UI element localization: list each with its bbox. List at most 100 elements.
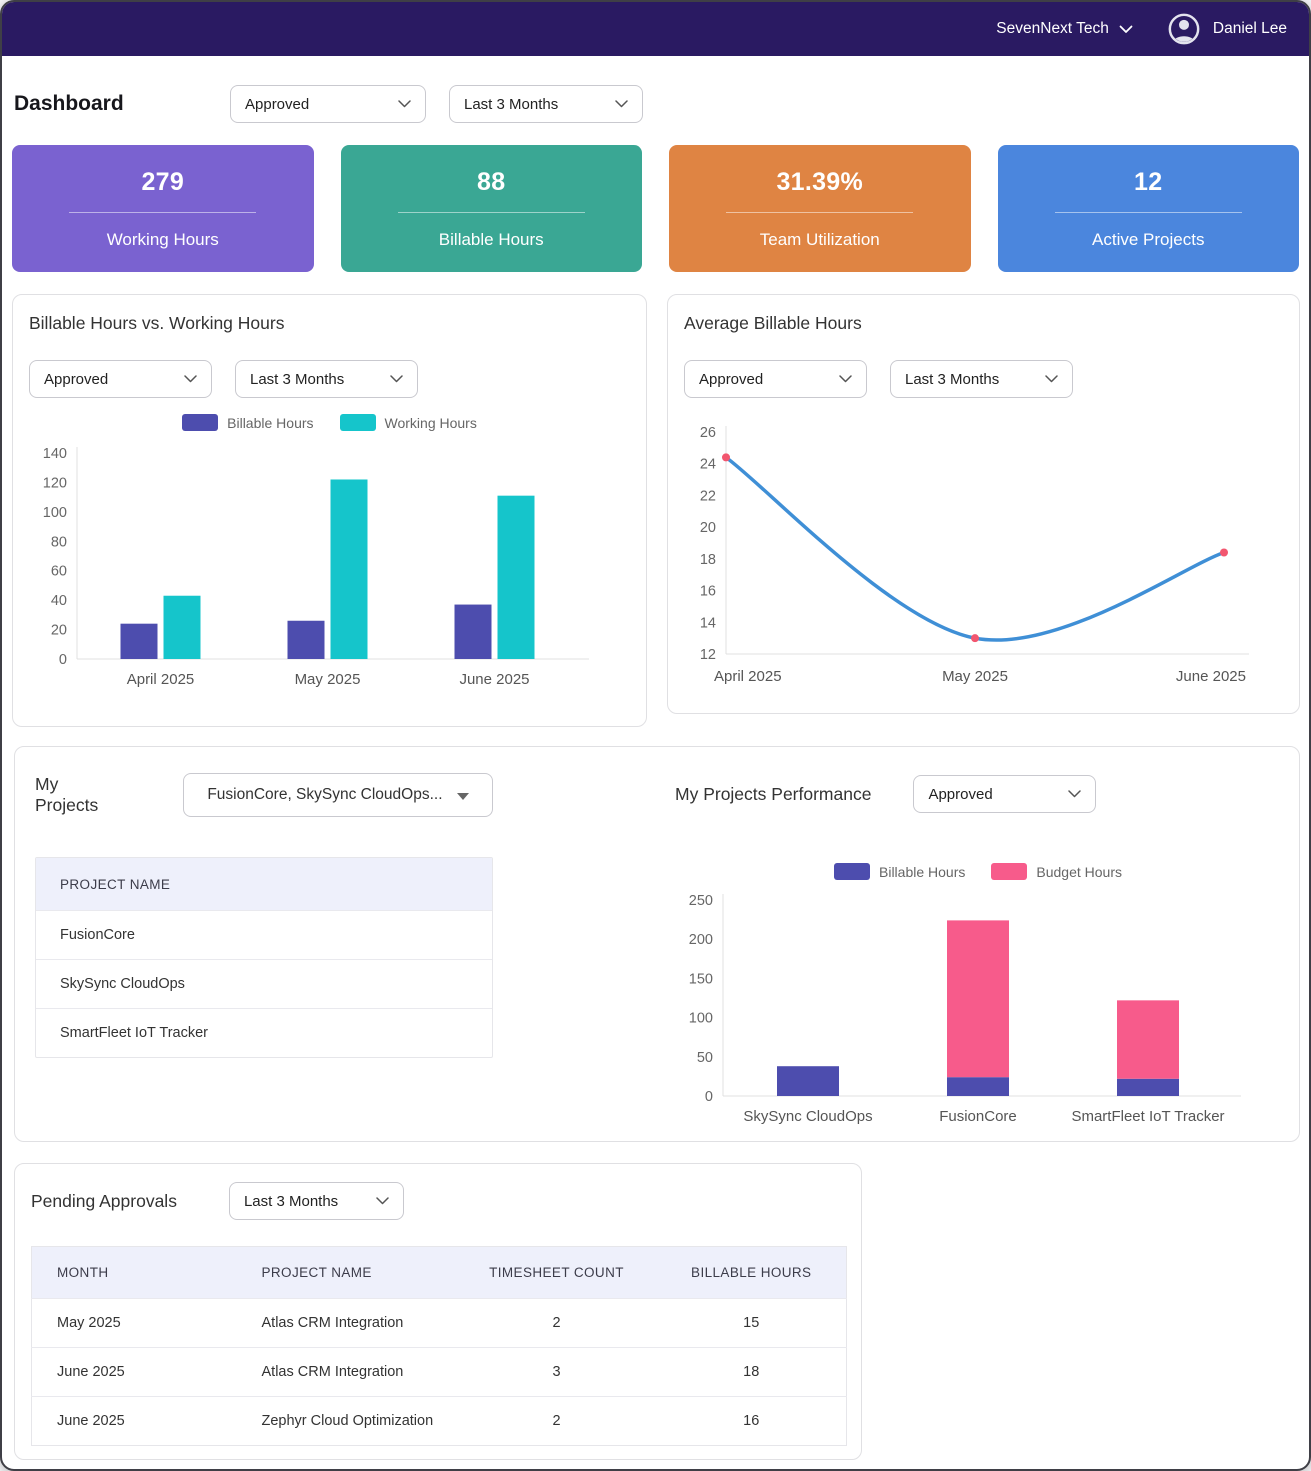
svg-text:50: 50 bbox=[697, 1050, 713, 1066]
legend-label: Billable Hours bbox=[227, 414, 314, 431]
svg-text:May 2025: May 2025 bbox=[295, 671, 361, 688]
svg-text:20: 20 bbox=[700, 520, 716, 536]
legend-item: Budget Hours bbox=[991, 863, 1122, 880]
period-filter-select[interactable]: Last 3 Months bbox=[449, 85, 643, 123]
svg-text:0: 0 bbox=[705, 1089, 713, 1105]
chevron-down-icon bbox=[1068, 790, 1082, 798]
svg-text:April 2025: April 2025 bbox=[714, 668, 782, 685]
legend-label: Billable Hours bbox=[879, 863, 966, 880]
legend-swatch bbox=[339, 414, 376, 431]
svg-text:FusionCore: FusionCore bbox=[939, 1108, 1017, 1125]
line-chart: 12 14 16 18 20 22 24 26 April 2025 May 2025 June 2… bbox=[700, 425, 1249, 685]
svg-text:SkySync CloudOps: SkySync CloudOps bbox=[743, 1108, 872, 1125]
cell-month: May 2025 bbox=[31, 1298, 237, 1348]
panel-title: My Projects Performance bbox=[675, 783, 872, 804]
billable-vs-working-panel: Billable Hours vs. Working Hours Approve… bbox=[12, 294, 647, 727]
top-navbar: SevenNext Tech Daniel Lee bbox=[2, 2, 1309, 56]
cell-project: Zephyr Cloud Optimization bbox=[236, 1396, 457, 1446]
company-menu[interactable]: SevenNext Tech bbox=[996, 20, 1133, 38]
period-filter-value: Last 3 Months bbox=[250, 370, 345, 388]
period-filter-select[interactable]: Last 3 Months bbox=[228, 1182, 404, 1220]
svg-text:April 2025: April 2025 bbox=[127, 671, 195, 688]
status-filter-value: Approved bbox=[44, 370, 109, 388]
stat-cards-row: 279 Working Hours 88 Billable Hours 31.3… bbox=[12, 145, 1299, 272]
chevron-down-icon bbox=[390, 375, 403, 383]
legend-item: Billable Hours bbox=[834, 863, 965, 880]
period-filter-value: Last 3 Months bbox=[905, 370, 1000, 388]
cell-month: June 2025 bbox=[31, 1396, 237, 1446]
table-row: June 2025 Zephyr Cloud Optimization 2 16 bbox=[31, 1396, 847, 1446]
user-avatar-icon bbox=[1168, 13, 1200, 45]
svg-text:0: 0 bbox=[59, 652, 67, 668]
column-header: BILLABLE HOURS bbox=[656, 1246, 847, 1299]
table-row: May 2025 Atlas CRM Integration 2 15 bbox=[31, 1298, 847, 1348]
column-header: TIMESHEET COUNT bbox=[456, 1246, 657, 1299]
divider bbox=[1054, 211, 1242, 213]
svg-text:100: 100 bbox=[43, 505, 67, 521]
panel-title: Average Billable Hours bbox=[684, 313, 862, 333]
svg-text:18: 18 bbox=[700, 552, 716, 568]
panel-title: Billable Hours vs. Working Hours bbox=[29, 313, 285, 333]
svg-text:SmartFleet IoT Tracker: SmartFleet IoT Tracker bbox=[1071, 1108, 1224, 1125]
period-filter-value: Last 3 Months bbox=[243, 1192, 339, 1210]
svg-text:120: 120 bbox=[43, 475, 67, 491]
divider bbox=[69, 211, 257, 213]
svg-text:100: 100 bbox=[689, 1011, 713, 1027]
average-billable-panel: Average Billable Hours Approved Last 3 M… bbox=[667, 294, 1300, 714]
stat-card-working-hours: 279 Working Hours bbox=[12, 145, 314, 272]
svg-text:80: 80 bbox=[51, 534, 67, 550]
user-name: Daniel Lee bbox=[1212, 20, 1287, 37]
status-filter-select[interactable]: Approved bbox=[684, 360, 867, 398]
cell-project: Atlas CRM Integration bbox=[236, 1298, 457, 1348]
chart-legend: Billable Hours Working Hours bbox=[29, 414, 630, 431]
table-row: June 2025 Atlas CRM Integration 3 18 bbox=[31, 1347, 847, 1397]
projects-multiselect[interactable]: FusionCore, SkySync CloudOps... bbox=[182, 773, 493, 817]
svg-text:12: 12 bbox=[700, 647, 716, 663]
table-row: SmartFleet IoT Tracker bbox=[36, 1008, 492, 1057]
cell-project: Atlas CRM Integration bbox=[236, 1347, 457, 1397]
svg-text:May 2025: May 2025 bbox=[942, 668, 1008, 685]
status-filter-select[interactable]: Approved bbox=[913, 775, 1097, 813]
column-header: MONTH bbox=[31, 1246, 237, 1299]
chevron-down-icon bbox=[1119, 25, 1133, 33]
legend-item: Billable Hours bbox=[182, 414, 314, 431]
svg-text:26: 26 bbox=[700, 425, 716, 441]
stat-value: 12 bbox=[1134, 167, 1163, 196]
projects-table: PROJECT NAME FusionCore SkySync CloudOps… bbox=[35, 857, 493, 1058]
stat-card-active-projects: 12 Active Projects bbox=[997, 145, 1299, 272]
page-header-row: Dashboard Approved Last 3 Months bbox=[14, 84, 1297, 124]
svg-text:150: 150 bbox=[689, 971, 713, 987]
svg-text:16: 16 bbox=[700, 584, 716, 600]
stat-card-team-utilization: 31.39% Team Utilization bbox=[669, 145, 971, 272]
svg-text:June 2025: June 2025 bbox=[1176, 668, 1246, 685]
legend-label: Working Hours bbox=[384, 414, 477, 431]
stat-label: Team Utilization bbox=[759, 229, 880, 249]
period-filter-select[interactable]: Last 3 Months bbox=[235, 360, 418, 398]
svg-text:200: 200 bbox=[689, 932, 713, 948]
pending-approvals-panel: Pending Approvals Last 3 Months MONTH PR… bbox=[14, 1163, 862, 1460]
legend-swatch bbox=[834, 863, 870, 880]
caret-down-icon bbox=[456, 792, 469, 800]
legend-swatch bbox=[182, 414, 219, 431]
company-name: SevenNext Tech bbox=[996, 20, 1109, 37]
status-filter-select[interactable]: Approved bbox=[29, 360, 212, 398]
status-filter-value: Approved bbox=[245, 95, 310, 113]
svg-text:250: 250 bbox=[689, 893, 713, 909]
svg-text:22: 22 bbox=[700, 488, 716, 504]
svg-text:June 2025: June 2025 bbox=[459, 671, 529, 688]
status-filter-select[interactable]: Approved bbox=[230, 85, 426, 123]
stat-value: 88 bbox=[477, 167, 506, 196]
cell-timesheet-count: 2 bbox=[456, 1396, 657, 1446]
stacked-bar-chart: 0 50 100 150 200 250 SkySync CloudOps FusionCor… bbox=[689, 893, 1241, 1125]
cell-billable-hours: 18 bbox=[656, 1347, 847, 1397]
svg-text:24: 24 bbox=[700, 457, 716, 473]
period-filter-select[interactable]: Last 3 Months bbox=[890, 360, 1073, 398]
legend-label: Budget Hours bbox=[1036, 863, 1122, 880]
legend-item: Working Hours bbox=[339, 414, 477, 431]
svg-text:20: 20 bbox=[51, 623, 67, 639]
divider bbox=[397, 211, 585, 213]
cell-billable-hours: 15 bbox=[656, 1298, 847, 1348]
stat-label: Working Hours bbox=[106, 229, 219, 249]
user-menu[interactable]: Daniel Lee bbox=[1167, 12, 1287, 46]
cell-timesheet-count: 3 bbox=[456, 1347, 657, 1397]
